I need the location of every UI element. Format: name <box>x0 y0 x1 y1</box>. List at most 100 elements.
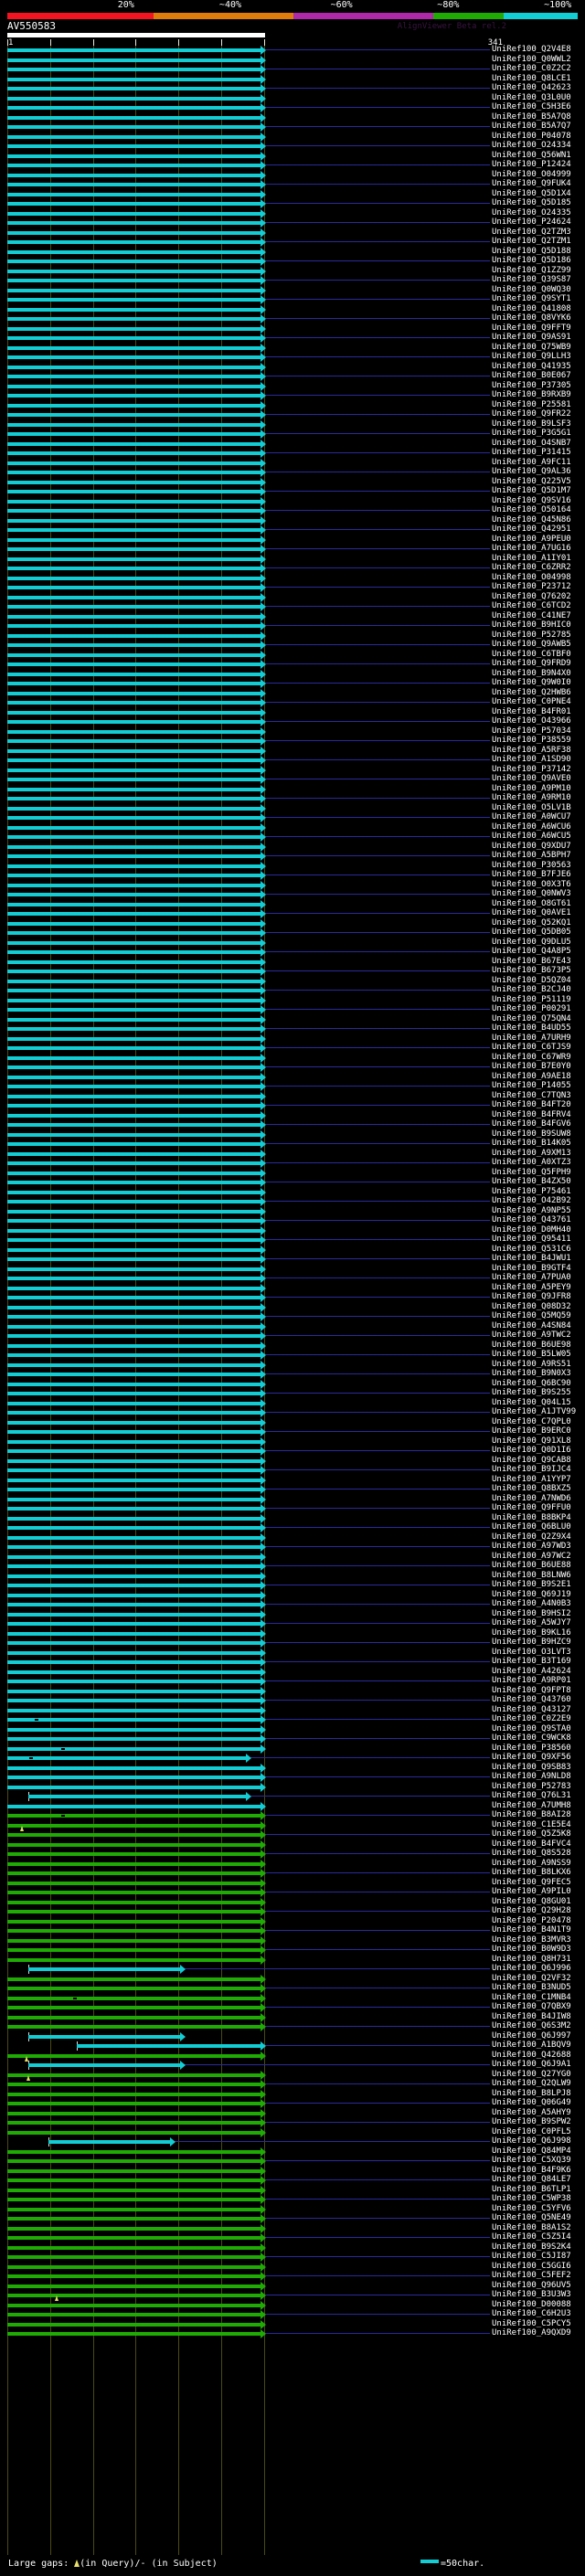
subject-id-label[interactable]: UniRef100_O5LV1B <box>492 803 571 812</box>
subject-id-label[interactable]: UniRef100_Q2HWB6 <box>492 688 571 697</box>
alignment-bar-cyan[interactable] <box>7 1805 261 1808</box>
alignment-row[interactable]: UniRef100_C5Z5I4 <box>0 2232 585 2242</box>
subject-id-label[interactable]: UniRef100_Q42623 <box>492 83 571 92</box>
alignment-row[interactable]: UniRef100_Q42623 <box>0 83 585 93</box>
alignment-bar-cyan[interactable] <box>7 1651 261 1655</box>
alignment-row[interactable]: UniRef100_B3T169 <box>0 1657 585 1667</box>
alignment-bar-cyan[interactable] <box>7 769 261 772</box>
alignment-row[interactable]: UniRef100_P04078 <box>0 132 585 142</box>
alignment-bar-cyan[interactable] <box>7 1046 261 1050</box>
alignment-bar-cyan[interactable] <box>7 1613 261 1617</box>
alignment-row[interactable]: UniRef100_Q27YG0 <box>0 2070 585 2081</box>
subject-id-label[interactable]: UniRef100_B5A7Q8 <box>492 112 571 122</box>
subject-id-label[interactable]: UniRef100_C5Z5I4 <box>492 2232 571 2242</box>
alignment-row[interactable]: UniRef100_Q6J9A1 <box>0 2060 585 2070</box>
alignment-row[interactable]: UniRef100_C5JI87 <box>0 2252 585 2262</box>
alignment-row[interactable]: UniRef100_P75461 <box>0 1187 585 1197</box>
subject-id-label[interactable]: UniRef100_C41NE7 <box>492 611 571 620</box>
alignment-bar-cyan[interactable] <box>7 125 261 129</box>
alignment-bar-cyan[interactable] <box>7 509 261 513</box>
subject-id-label[interactable]: UniRef100_Q531C6 <box>492 1245 571 1254</box>
alignment-bar-green[interactable] <box>7 2169 261 2173</box>
alignment-bar-cyan[interactable] <box>7 1584 261 1587</box>
subject-id-label[interactable]: UniRef100_A4N0B3 <box>492 1599 571 1608</box>
alignment-row[interactable]: UniRef100_C5GGI6 <box>0 2262 585 2272</box>
alignment-bar-cyan[interactable] <box>7 317 261 321</box>
alignment-bar-cyan[interactable] <box>7 1325 261 1329</box>
alignment-bar-green[interactable] <box>7 2217 261 2221</box>
subject-id-label[interactable]: UniRef100_C5FEF2 <box>492 2271 571 2280</box>
alignment-row[interactable]: UniRef100_B8AI28 <box>0 1810 585 1820</box>
alignment-row[interactable]: UniRef100_Q5D186 <box>0 256 585 266</box>
alignment-row[interactable]: UniRef100_Q5Z5K8 <box>0 1829 585 1839</box>
subject-id-label[interactable]: UniRef100_B6TLP1 <box>492 2185 571 2194</box>
subject-id-label[interactable]: UniRef100_Q5NE49 <box>492 2213 571 2222</box>
alignment-row[interactable]: UniRef100_C6TJS9 <box>0 1043 585 1053</box>
alignment-bar-cyan[interactable] <box>7 567 261 570</box>
alignment-bar-green[interactable] <box>7 2294 261 2297</box>
alignment-bar-cyan[interactable] <box>7 221 261 225</box>
subject-id-label[interactable]: UniRef100_Q0D1I6 <box>492 1446 571 1455</box>
alignment-row[interactable]: UniRef100_Q41935 <box>0 362 585 372</box>
alignment-row[interactable]: UniRef100_B9HSI2 <box>0 1609 585 1619</box>
alignment-row[interactable]: UniRef100_Q9CAB8 <box>0 1456 585 1466</box>
alignment-row[interactable]: UniRef100_B9N4X0 <box>0 669 585 679</box>
subject-id-label[interactable]: UniRef100_Q9FRD9 <box>492 659 571 668</box>
alignment-row[interactable]: UniRef100_B8A1S2 <box>0 2223 585 2233</box>
alignment-bar-cyan[interactable] <box>7 1296 261 1299</box>
subject-id-label[interactable]: UniRef100_A9NSS9 <box>492 1859 571 1868</box>
subject-id-label[interactable]: UniRef100_Q6J998 <box>492 2136 571 2146</box>
alignment-row[interactable]: UniRef100_Q9W0I0 <box>0 678 585 688</box>
subject-id-label[interactable]: UniRef100_Q225V5 <box>492 477 571 486</box>
alignment-bar-cyan[interactable] <box>7 1161 261 1165</box>
alignment-row[interactable]: UniRef100_Q56WN1 <box>0 151 585 161</box>
alignment-row[interactable]: UniRef100_A1SD90 <box>0 755 585 765</box>
subject-id-label[interactable]: UniRef100_A7UG16 <box>492 544 571 553</box>
alignment-row[interactable]: UniRef100_C41NE7 <box>0 611 585 621</box>
subject-id-label[interactable]: UniRef100_A6WCU5 <box>492 832 571 841</box>
subject-id-label[interactable]: UniRef100_B9LSF3 <box>492 419 571 429</box>
subject-id-label[interactable]: UniRef100_O42B92 <box>492 1196 571 1205</box>
alignment-row[interactable]: UniRef100_Q5D1X4 <box>0 189 585 199</box>
alignment-row[interactable]: UniRef100_A9FC11 <box>0 458 585 468</box>
alignment-row[interactable]: UniRef100_Q0D1I6 <box>0 1446 585 1456</box>
subject-id-label[interactable]: UniRef100_B9ERC0 <box>492 1426 571 1436</box>
subject-id-label[interactable]: UniRef100_B4UD55 <box>492 1023 571 1033</box>
subject-id-label[interactable]: UniRef100_Q6J996 <box>492 1964 571 1973</box>
alignment-row[interactable]: UniRef100_Q84LE7 <box>0 2175 585 2185</box>
alignment-row[interactable]: UniRef100_A6WCU6 <box>0 822 585 832</box>
alignment-bar-green[interactable] <box>7 2025 261 2029</box>
alignment-bar-cyan[interactable] <box>7 202 261 206</box>
alignment-row[interactable]: UniRef100_Q6S3M2 <box>0 2021 585 2031</box>
alignment-bar-cyan[interactable] <box>7 1037 261 1041</box>
subject-id-label[interactable]: UniRef100_C6TJS9 <box>492 1043 571 1052</box>
subject-id-label[interactable]: UniRef100_A6WCU6 <box>492 822 571 832</box>
alignment-row[interactable]: UniRef100_B7FJE6 <box>0 870 585 880</box>
alignment-row[interactable]: UniRef100_O8GT61 <box>0 899 585 909</box>
alignment-row[interactable]: UniRef100_Q9FR22 <box>0 409 585 419</box>
subject-id-label[interactable]: UniRef100_B673P5 <box>492 966 571 975</box>
alignment-row[interactable]: UniRef100_Q43760 <box>0 1695 585 1705</box>
alignment-bar-cyan[interactable] <box>7 183 261 186</box>
alignment-row[interactable]: UniRef100_A9PIL0 <box>0 1887 585 1897</box>
alignment-row[interactable]: UniRef100_P51119 <box>0 995 585 1005</box>
subject-id-label[interactable]: UniRef100_Q5D185 <box>492 198 571 207</box>
subject-id-label[interactable]: UniRef100_B8LKX6 <box>492 1868 571 1877</box>
alignment-plot[interactable]: UniRef100_Q2V4E8 UniRef100_Q0WWL2 UniRef10… <box>0 45 585 2555</box>
alignment-bar-cyan[interactable] <box>7 1114 261 1118</box>
alignment-bar-cyan[interactable] <box>7 730 261 734</box>
subject-id-label[interactable]: UniRef100_A9RS51 <box>492 1360 571 1369</box>
alignment-bar-cyan[interactable] <box>7 864 261 868</box>
alignment-bar-cyan[interactable] <box>7 1210 261 1214</box>
alignment-row[interactable]: UniRef100_B9RXB9 <box>0 390 585 400</box>
subject-id-label[interactable]: UniRef100_B4F9K6 <box>492 2166 571 2175</box>
alignment-bar-cyan[interactable] <box>7 1459 261 1463</box>
subject-id-label[interactable]: UniRef100_A5PEY9 <box>492 1283 571 1292</box>
subject-id-label[interactable]: UniRef100_Q96UV5 <box>492 2281 571 2290</box>
subject-id-label[interactable]: UniRef100_O4SNB7 <box>492 439 571 448</box>
alignment-bar-cyan[interactable] <box>7 1238 261 1242</box>
alignment-bar-cyan[interactable] <box>7 874 261 877</box>
alignment-bar-cyan[interactable] <box>7 1747 261 1751</box>
alignment-row[interactable]: UniRef100_A4N0B3 <box>0 1599 585 1609</box>
alignment-bar-cyan[interactable] <box>7 481 261 484</box>
